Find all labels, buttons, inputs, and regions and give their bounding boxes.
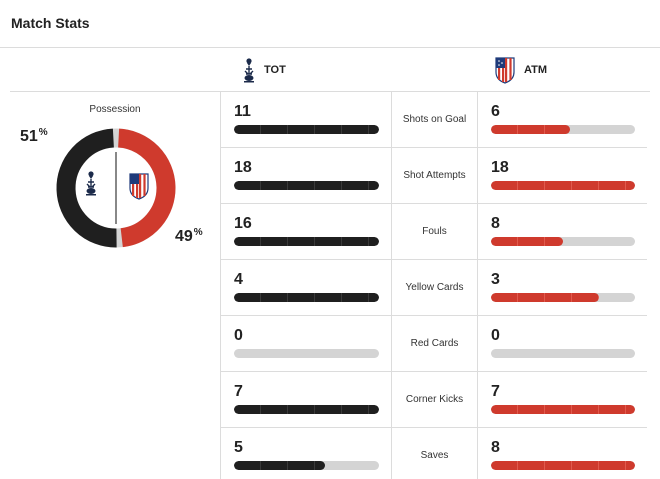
possession-away-percent: 49% — [175, 227, 203, 246]
stat-label: Saves — [392, 428, 478, 479]
stat-away-value: 6 — [491, 103, 500, 120]
stat-home-value: 18 — [234, 159, 252, 176]
stat-home-value: 11 — [234, 103, 251, 120]
stat-home-cell: 18 — [221, 148, 392, 203]
stat-home-bar-fill — [234, 293, 379, 302]
stat-away-value: 3 — [491, 271, 500, 288]
stat-home-bar — [234, 181, 379, 190]
stat-away-cell: 6 — [478, 92, 647, 147]
stat-home-cell: 11 — [221, 92, 392, 147]
stat-label: Shots on Goal — [392, 92, 478, 147]
stat-away-bar — [491, 405, 635, 414]
page-title: Match Stats — [11, 15, 90, 31]
stat-away-cell: 0 — [478, 316, 647, 371]
stat-home-cell: 7 — [221, 372, 392, 427]
atletico-crest-icon — [495, 57, 515, 84]
stat-home-bar — [234, 349, 379, 358]
possession-home-unit: % — [38, 127, 48, 138]
match-stats-header: Match Stats — [0, 0, 660, 48]
stat-away-bar — [491, 349, 635, 358]
stat-home-bar-fill — [234, 237, 379, 246]
stat-away-cell: 8 — [478, 204, 647, 259]
stat-away-value: 18 — [491, 159, 509, 176]
possession-donut — [56, 128, 176, 248]
possession-arc-home — [56, 128, 117, 248]
stat-away-bar — [491, 181, 635, 190]
possession-arc-away — [117, 128, 176, 248]
stat-row: 11 Shots on Goal 6 — [221, 92, 647, 148]
stat-home-value: 5 — [234, 439, 243, 456]
stat-away-bar-fill — [491, 125, 571, 134]
stat-home-cell: 5 — [221, 428, 392, 479]
stat-away-cell: 7 — [478, 372, 647, 427]
stat-home-bar — [234, 461, 379, 470]
stat-row: 16 Fouls 8 — [221, 204, 647, 260]
stat-home-bar-fill — [234, 125, 379, 134]
stat-away-bar-fill — [491, 293, 599, 302]
stat-away-cell: 8 — [478, 428, 647, 479]
stat-away-bar — [491, 237, 635, 246]
stat-home-bar — [234, 237, 379, 246]
stat-home-value: 4 — [234, 271, 243, 288]
team-header-away[interactable]: ATM — [494, 48, 547, 92]
tottenham-crest-icon — [86, 171, 96, 196]
stat-row: 5 Saves 8 — [221, 428, 647, 479]
stat-home-bar-fill — [234, 181, 379, 190]
possession-home-percent: 51% — [20, 127, 48, 146]
stat-away-bar-fill — [491, 461, 635, 470]
stat-home-bar-fill — [234, 461, 325, 470]
stat-away-value: 8 — [491, 439, 500, 456]
stats-table: 11 Shots on Goal 6 18 Shot Attempts 18 16 Fouls… — [220, 92, 647, 479]
stat-row: 7 Corner Kicks 7 — [221, 372, 647, 428]
stat-away-bar — [491, 125, 635, 134]
possession-label: Possession — [89, 104, 141, 115]
stat-home-cell: 16 — [221, 204, 392, 259]
possession-away-unit: % — [193, 227, 203, 238]
stat-row: 4 Yellow Cards 3 — [221, 260, 647, 316]
stat-away-bar-fill — [491, 181, 635, 190]
possession-away-value: 49 — [175, 228, 193, 245]
stat-home-bar — [234, 405, 379, 414]
stat-away-bar — [491, 461, 635, 470]
team-header-home[interactable]: TOT — [242, 48, 286, 92]
stat-home-value: 7 — [234, 383, 243, 400]
stat-away-bar — [491, 293, 635, 302]
possession-panel: Possession 51% 49% — [10, 92, 220, 479]
stat-away-value: 8 — [491, 215, 500, 232]
atletico-crest-icon — [129, 173, 149, 200]
stat-home-cell: 0 — [221, 316, 392, 371]
stat-home-value: 16 — [234, 215, 252, 232]
stat-label: Yellow Cards — [392, 260, 478, 315]
stat-label: Shot Attempts — [392, 148, 478, 203]
possession-home-value: 51 — [20, 128, 38, 145]
stat-row: 18 Shot Attempts 18 — [221, 148, 647, 204]
team-abbr-home: TOT — [264, 64, 286, 76]
stat-label: Corner Kicks — [392, 372, 478, 427]
stat-home-cell: 4 — [221, 260, 392, 315]
stat-away-cell: 3 — [478, 260, 647, 315]
stat-label: Fouls — [392, 204, 478, 259]
stat-home-bar — [234, 293, 379, 302]
stat-label: Red Cards — [392, 316, 478, 371]
stat-away-cell: 18 — [478, 148, 647, 203]
stat-home-bar-fill — [234, 405, 379, 414]
teams-header-row: TOT ATM — [10, 48, 650, 92]
stat-away-bar-fill — [491, 237, 563, 246]
stat-away-value: 7 — [491, 383, 500, 400]
stat-away-bar-fill — [491, 405, 635, 414]
stat-home-value: 0 — [234, 327, 243, 344]
team-abbr-away: ATM — [524, 64, 548, 76]
stat-away-value: 0 — [491, 327, 500, 344]
stat-row: 0 Red Cards 0 — [221, 316, 647, 372]
tottenham-crest-icon — [244, 58, 254, 83]
stat-home-bar — [234, 125, 379, 134]
